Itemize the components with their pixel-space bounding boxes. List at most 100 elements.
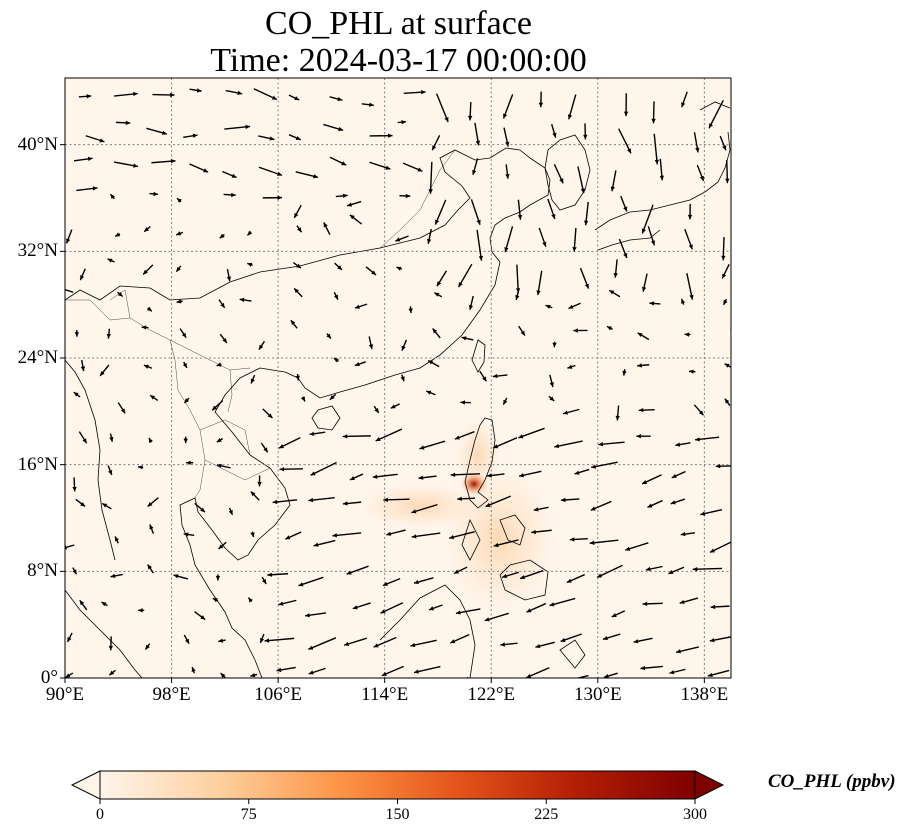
wind-arrow	[418, 475, 437, 480]
wind-arrow	[143, 364, 153, 369]
wind-arrow	[257, 475, 262, 487]
wind-arrow	[526, 602, 547, 613]
wind-arrow	[329, 393, 337, 401]
wind-arrow	[651, 101, 656, 124]
wind-arrow	[457, 496, 476, 501]
wind-arrow	[503, 127, 510, 147]
wind-arrow	[606, 325, 613, 331]
wind-arrow	[261, 576, 267, 585]
x-tick-label: 98°E	[152, 684, 191, 705]
wind-arrow	[226, 268, 232, 282]
wind-arrow	[183, 397, 190, 404]
wind-arrow	[583, 123, 588, 140]
wind-arrow	[285, 531, 302, 540]
wind-arrow	[250, 374, 256, 384]
wind-arrow	[492, 373, 508, 379]
wind-arrow	[687, 203, 693, 220]
wind-arrow	[659, 158, 665, 181]
colorbar-tick-label: 75	[240, 806, 257, 823]
wind-arrow	[410, 639, 437, 648]
wind-arrow	[719, 135, 727, 151]
x-tick-label: 122°E	[467, 684, 516, 705]
wind-arrow	[560, 497, 580, 503]
wind-arrow	[239, 297, 252, 303]
wind-arrow	[403, 90, 426, 95]
wind-arrow	[183, 532, 195, 537]
wind-arrow	[380, 602, 404, 614]
wind-arrow	[707, 669, 730, 678]
wind-arrow	[272, 499, 298, 505]
wind-arrow	[79, 268, 86, 281]
wind-arrow	[428, 604, 443, 611]
wind-arrow	[247, 597, 253, 603]
wind-arrow	[562, 408, 580, 415]
wind-arrow	[590, 500, 612, 511]
wind-arrow	[472, 158, 479, 176]
wind-arrow	[211, 400, 224, 411]
wind-arrow	[313, 539, 336, 547]
wind-arrow	[402, 162, 423, 172]
wind-arrow	[332, 532, 362, 538]
wind-arrow	[550, 123, 557, 138]
wind-arrow	[223, 192, 236, 198]
wind-arrow	[99, 364, 110, 377]
wind-arrow	[419, 440, 446, 450]
wind-arrow	[474, 122, 481, 146]
wind-arrow	[553, 163, 564, 184]
wind-arrow	[225, 89, 243, 96]
colorbar	[70, 770, 725, 804]
wind-arrow	[78, 94, 92, 99]
wind-arrow	[183, 133, 198, 138]
wind-arrow	[618, 238, 628, 259]
wind-arrow	[308, 667, 326, 675]
wind-arrow	[369, 133, 393, 138]
wind-arrow	[386, 529, 406, 536]
wind-arrow	[304, 612, 327, 618]
wind-arrow	[114, 232, 121, 237]
wind-arrow	[647, 226, 656, 246]
wind-arrow	[354, 303, 368, 309]
wind-arrow	[436, 270, 448, 287]
wind-arrow	[620, 195, 628, 212]
wind-arrow	[400, 374, 405, 382]
wind-vectors	[65, 88, 738, 678]
wind-arrow	[222, 170, 237, 179]
x-tick-label: 114°E	[361, 684, 409, 705]
wind-arrow	[65, 229, 73, 244]
wind-arrow	[323, 123, 344, 132]
wind-arrow	[554, 440, 583, 449]
wind-arrow	[637, 363, 650, 368]
wind-arrow	[708, 99, 724, 129]
wind-arrow	[146, 127, 168, 135]
wind-arrow	[733, 196, 738, 214]
wind-arrow	[640, 665, 663, 671]
wind-arrow	[642, 601, 663, 607]
wind-arrow	[591, 461, 618, 469]
wind-arrow	[538, 227, 547, 247]
wind-arrow	[149, 524, 155, 534]
x-tick-label: 106°E	[254, 684, 302, 705]
wind-arrow	[454, 431, 475, 440]
wind-arrow	[144, 643, 151, 650]
wind-arrow	[258, 340, 266, 351]
wind-arrow	[309, 431, 326, 436]
wind-arrow	[515, 291, 520, 301]
wind-arrow	[110, 573, 123, 579]
wind-arrow	[151, 158, 176, 164]
wind-arrow	[518, 427, 545, 439]
wind-arrow	[531, 529, 552, 535]
x-tick-marks	[64, 678, 705, 683]
map-title: CO_PHL at surface	[265, 5, 532, 42]
wind-arrow	[276, 666, 296, 673]
wind-arrow	[525, 667, 550, 678]
wind-arrow	[149, 191, 159, 197]
wind-arrow	[219, 233, 225, 239]
wind-arrow	[572, 228, 577, 252]
wind-arrow	[250, 490, 260, 501]
wind-arrow	[536, 270, 543, 296]
wind-arrow	[427, 228, 432, 244]
wind-arrow	[579, 267, 590, 289]
wind-arrow	[117, 291, 124, 298]
wind-arrow	[246, 230, 253, 236]
